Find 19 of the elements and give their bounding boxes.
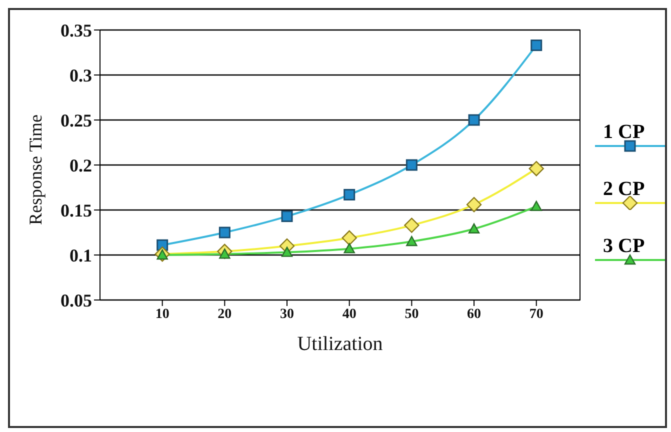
- y-tick-label: 0.05: [60, 290, 92, 310]
- x-tick-label: 30: [280, 306, 294, 322]
- y-tick-label: 0.35: [60, 20, 92, 40]
- x-axis-title: Utilization: [297, 333, 383, 355]
- x-tick-label: 50: [404, 306, 419, 322]
- x-tick-label: 20: [218, 306, 232, 322]
- text: 2 CP: [603, 178, 645, 200]
- x-tick-label: 60: [467, 306, 482, 322]
- y-tick-label: 0.15: [60, 200, 92, 220]
- y-tick-label: 0.1: [70, 245, 92, 266]
- x-tick-label: 70: [529, 306, 544, 322]
- text: 1 CP: [603, 121, 645, 143]
- y-tick-label: 0.3: [70, 65, 92, 86]
- y-tick-label: 0.25: [60, 110, 92, 130]
- x-tick-label: 40: [342, 306, 356, 322]
- y-axis-title: Response Time: [25, 114, 46, 225]
- y-tick-label: 0.2: [70, 155, 92, 176]
- x-tick-label: 10: [155, 306, 170, 322]
- text: 3 CP: [603, 235, 645, 257]
